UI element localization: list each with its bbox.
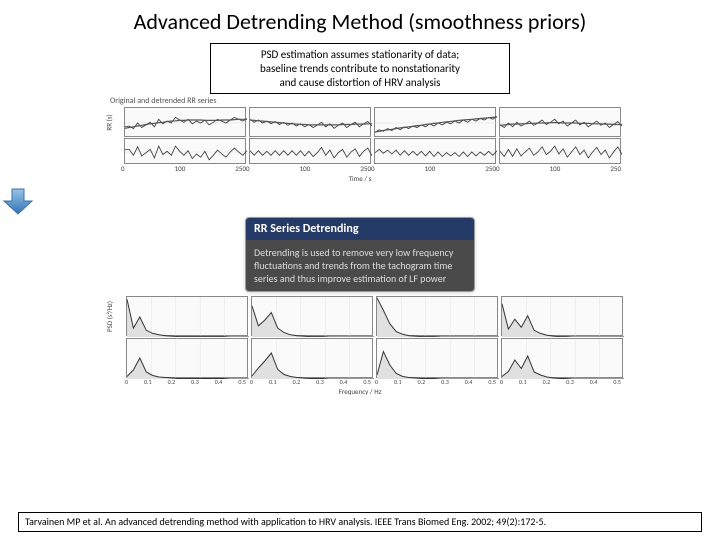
rr-detrended-panel (374, 138, 496, 164)
psd-xlabel: Frequency / Hz (0, 387, 720, 396)
psd-original-panel (376, 296, 498, 336)
psd-original-panel (126, 296, 248, 336)
slide-title: Advanced Detrending Method (smoothness p… (0, 0, 720, 41)
detrending-card-body: Detrending is used to remove very low fr… (246, 240, 474, 291)
psd-detrended-panel (126, 338, 248, 378)
psd-xtick-row: 00.10.20.30.40.500.10.20.30.40.500.10.20… (26, 378, 720, 386)
intro-line1: PSD estimation assumes stationarity of d… (219, 48, 501, 62)
intro-line3: and cause distortion of HRV analysis (219, 76, 501, 90)
citation-wrap: Tarvainen MP et al. An advanced detrendi… (18, 510, 702, 535)
rr-detrended-panel (124, 138, 246, 164)
arrow-icon (0, 187, 36, 215)
intro-line2: baseline trends contribute to nonstation… (219, 62, 501, 76)
arrow-down (0, 187, 720, 215)
psd-row-original: PSD (s²/Hz) (0, 296, 720, 336)
rr-row-detrended (0, 138, 720, 164)
psd-row-detrended (0, 338, 720, 378)
rr-row-original: RR (s) (0, 107, 720, 137)
psd-original-panels (126, 296, 623, 336)
rr-original-panel (499, 107, 621, 137)
rr-detrended-panels (124, 138, 621, 164)
psd-detrended-panel (376, 338, 498, 378)
rr-original-panel (249, 107, 371, 137)
rr-xtick-row: 0100250010025001002500100250 (22, 164, 720, 173)
rr-xlabel: Time / s (0, 174, 720, 183)
rr-ylabel: RR (s) (100, 107, 120, 137)
detrending-card: RR Series Detrending Detrending is used … (245, 217, 475, 292)
rr-series-title: Original and detrended RR series (110, 96, 720, 106)
psd-ylabel: PSD (s²/Hz) (98, 296, 122, 336)
intro-box: PSD estimation assumes stationarity of d… (210, 43, 510, 94)
rr-detrended-panel (249, 138, 371, 164)
rr-original-panel (124, 107, 246, 137)
rr-detrended-panel (499, 138, 621, 164)
detrending-card-title: RR Series Detrending (246, 218, 474, 240)
citation-text: Tarvainen MP et al. An advanced detrendi… (18, 512, 702, 533)
rr-original-panel (374, 107, 496, 137)
psd-original-panel (501, 296, 623, 336)
psd-detrended-panel (501, 338, 623, 378)
rr-original-panels (124, 107, 621, 137)
psd-detrended-panels (126, 338, 623, 378)
psd-detrended-panel (251, 338, 373, 378)
psd-original-panel (251, 296, 373, 336)
